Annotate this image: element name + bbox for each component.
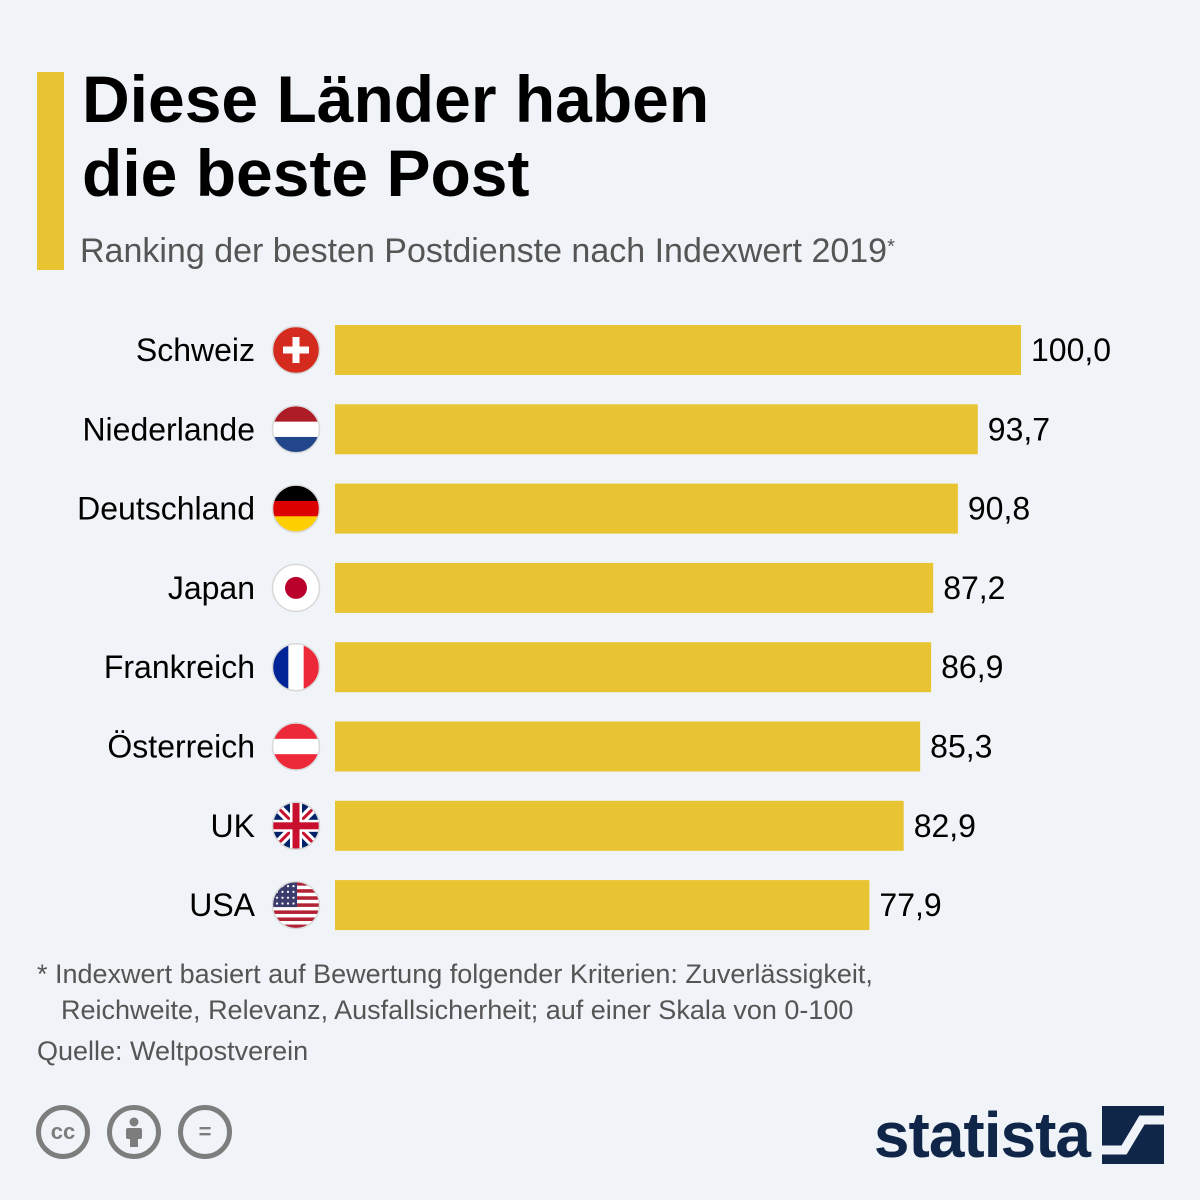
austria-flag-icon	[271, 722, 321, 771]
source-note: Quelle: Weltpostverein	[37, 1036, 309, 1066]
attribution-icon[interactable]	[107, 1105, 161, 1159]
value-label: 93,7	[988, 411, 1050, 447]
netherlands-flag-icon	[271, 405, 321, 454]
no-derivatives-icon[interactable]: =	[178, 1105, 232, 1159]
bar-row: Frankreich 86,9	[104, 642, 1003, 693]
france-flag-icon	[271, 642, 321, 692]
bar	[335, 325, 1021, 375]
cc-icon[interactable]: cc	[36, 1105, 90, 1159]
bar	[335, 642, 932, 693]
swiss-flag-icon	[271, 325, 321, 375]
value-label: 77,9	[879, 887, 941, 923]
chart-subtitle: Ranking der besten Postdienste nach Inde…	[80, 232, 895, 271]
category-label: UK	[211, 808, 255, 844]
value-label: 85,3	[930, 729, 992, 765]
bar	[335, 562, 934, 613]
bar	[335, 800, 904, 851]
bar-row: Japan 87,2	[168, 562, 1005, 613]
bar-row: UK 82,9	[211, 800, 976, 851]
bar-row: USA 77,9	[189, 880, 942, 931]
brand-name: statista	[873, 1099, 1091, 1171]
bar	[335, 404, 978, 455]
statista-brand[interactable]: statista	[874, 1098, 1164, 1172]
category-label: Frankreich	[104, 649, 255, 685]
value-label: 100,0	[1031, 332, 1111, 368]
bar	[335, 721, 921, 772]
bar	[335, 880, 870, 931]
value-label: 86,9	[941, 649, 1003, 685]
footnote-line-1: * Indexwert basiert auf Bewertung folgen…	[37, 959, 873, 989]
usa-flag-icon	[271, 880, 321, 930]
title-line-1: Diese Länder haben	[82, 62, 710, 136]
category-label: Österreich	[107, 729, 255, 765]
license-icons: cc =	[36, 1105, 232, 1159]
category-label: USA	[189, 887, 255, 923]
chart-title: Diese Länder haben die beste Post	[82, 62, 1082, 210]
category-label: Schweiz	[136, 332, 255, 368]
bar-row: Schweiz 100,0	[136, 325, 1111, 375]
cc-icon-label: cc	[50, 1119, 76, 1144]
category-label: Japan	[168, 570, 255, 606]
category-label: Deutschland	[77, 491, 255, 527]
no-derivatives-label: =	[198, 1119, 212, 1144]
bar-row: Niederlande 93,7	[82, 404, 1050, 455]
bar-row: Deutschland 90,8	[77, 483, 1030, 534]
footnote-line-2: Reichweite, Relevanz, Ausfallsicherheit;…	[61, 995, 854, 1025]
subtitle-text: Ranking der besten Postdienste nach Inde…	[80, 232, 888, 270]
subtitle-footnote-marker: *	[887, 236, 895, 258]
germany-flag-icon	[271, 484, 321, 533]
value-label: 90,8	[968, 491, 1030, 527]
bar-row: Österreich 85,3	[107, 721, 992, 772]
statista-logo-icon	[1102, 1106, 1164, 1164]
person-icon	[126, 1117, 142, 1147]
footnote: * Indexwert basiert auf Bewertung folgen…	[37, 956, 1137, 1028]
value-label: 87,2	[943, 570, 1005, 606]
title-line-2: die beste Post	[82, 136, 530, 210]
accent-bar	[37, 72, 64, 270]
category-label: Niederlande	[82, 411, 255, 447]
bar-chart: Schweiz 100,0 Niederlande 93,7 Deutschland 90…	[77, 325, 1111, 931]
value-label: 82,9	[914, 808, 976, 844]
uk-flag-icon	[271, 801, 321, 851]
bar	[335, 483, 958, 534]
japan-flag-icon	[271, 563, 321, 613]
